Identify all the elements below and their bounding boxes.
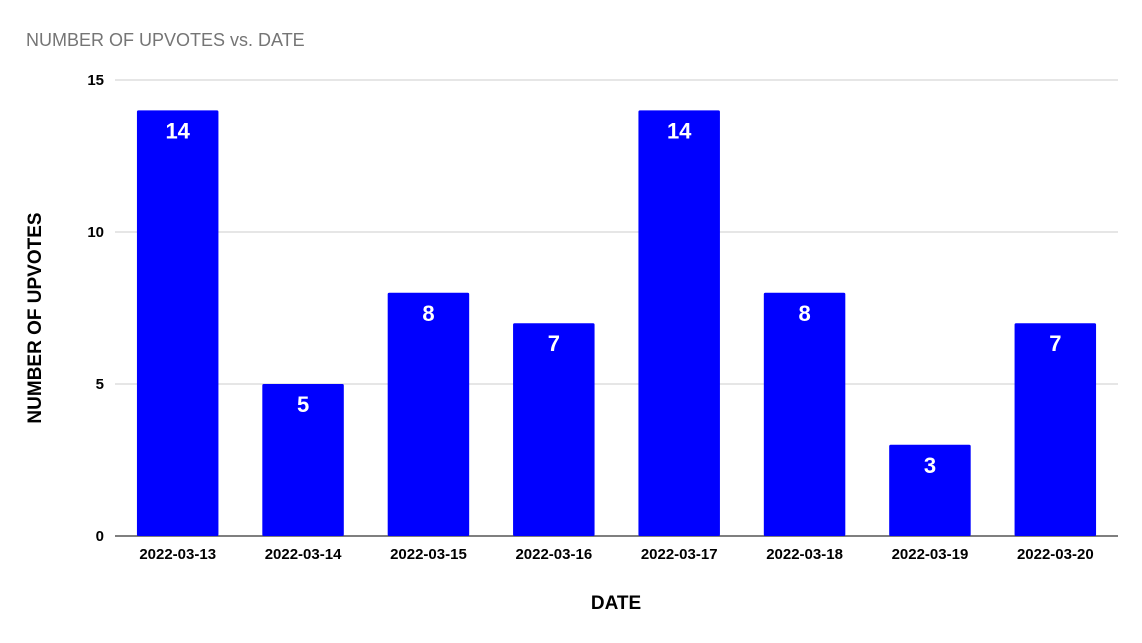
bar[interactable]: [136, 110, 219, 537]
bar[interactable]: [387, 292, 470, 536]
y-tick-label: 0: [96, 528, 104, 545]
bar[interactable]: [889, 444, 971, 536]
bars: [136, 110, 1097, 537]
x-tick-label: 2022-03-17: [641, 546, 718, 563]
x-tick-label: 2022-03-18: [766, 546, 843, 563]
y-tick-label: 5: [96, 376, 104, 393]
bar-value-label: 8: [798, 301, 810, 326]
bar[interactable]: [763, 292, 846, 536]
y-tick-label: 10: [87, 224, 104, 241]
x-tick-label: 2022-03-16: [515, 546, 592, 563]
bar[interactable]: [638, 110, 720, 537]
x-tick-label: 2022-03-19: [892, 546, 969, 563]
bar-value-label: 7: [1049, 331, 1061, 356]
y-axis-title: NUMBER OF UPVOTES: [25, 212, 46, 423]
bar[interactable]: [1014, 323, 1097, 536]
bar-value-label: 8: [422, 301, 434, 326]
x-tick-label: 2022-03-15: [390, 546, 467, 563]
x-tick-label: 2022-03-20: [1017, 546, 1094, 563]
x-tick-label: 2022-03-14: [265, 546, 342, 563]
bar-value-label: 7: [548, 331, 560, 356]
x-tick-label: 2022-03-13: [139, 546, 216, 563]
y-axis-ticks: 0 5 10 15: [87, 72, 104, 545]
x-axis-title: DATE: [591, 593, 641, 614]
x-axis-ticks: 2022-03-13 2022-03-14 2022-03-15 2022-03-16…: [139, 546, 1093, 563]
data-labels: 14 5 8 7 14 8 3 7: [165, 118, 1061, 477]
bar-value-label: 3: [924, 453, 936, 478]
bar-value-label: 14: [667, 118, 692, 143]
chart-title: NUMBER OF UPVOTES vs. DATE: [26, 30, 305, 50]
bar-value-label: 14: [165, 118, 190, 143]
y-tick-label: 15: [87, 72, 104, 89]
bar[interactable]: [262, 384, 344, 536]
bar[interactable]: [513, 323, 595, 536]
bar-value-label: 5: [297, 392, 309, 417]
